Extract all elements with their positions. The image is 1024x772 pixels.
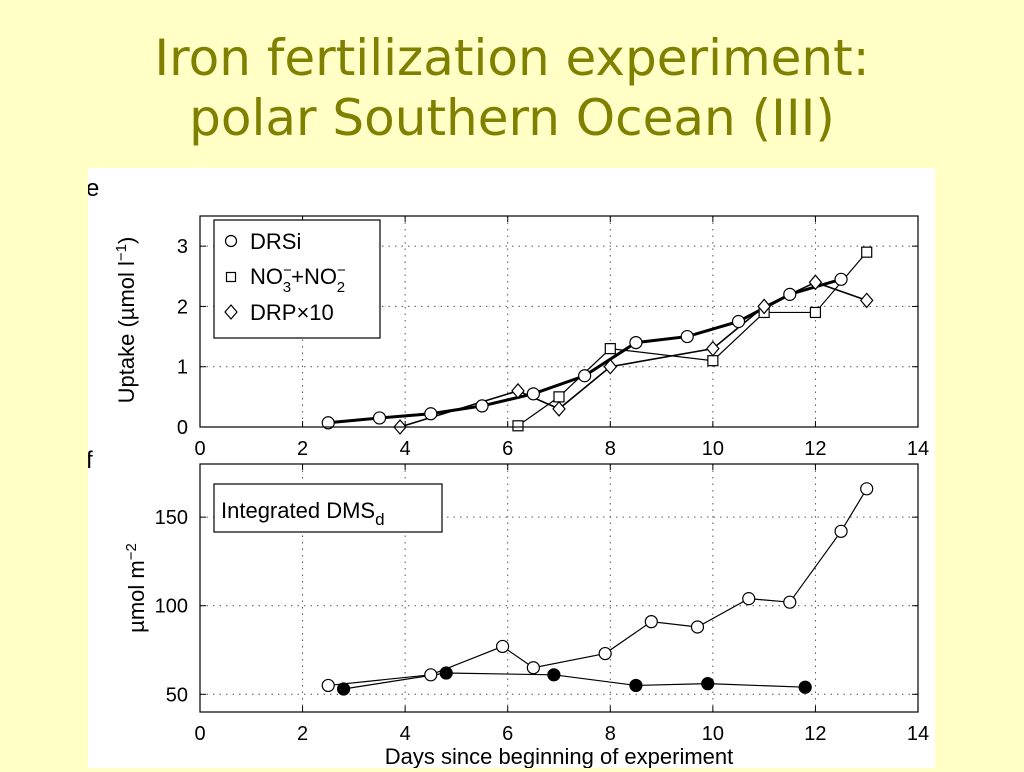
uptake-x-tick-label: 8 (605, 438, 616, 460)
dms-x-tick-label: 0 (194, 723, 205, 745)
uptake-x-tick-label: 12 (804, 438, 826, 460)
uptake-series-1-point (372, 411, 387, 425)
uptake-series-2-point (604, 343, 616, 355)
uptake-series (321, 246, 874, 435)
dms-ticks: 0 2 4 6 8 10 12 14 50 100 150 (155, 464, 929, 745)
uptake-x-tick-label: 0 (194, 438, 205, 460)
dms-x-tick-label: 4 (400, 723, 411, 745)
dms-series-1-point (644, 615, 658, 629)
uptake-axes-box (199, 215, 919, 428)
dms-series-1-point (690, 620, 705, 634)
dms-axes-box (199, 463, 919, 713)
uptake-series-1-point (526, 387, 540, 401)
uptake-series-1-point (475, 399, 489, 413)
dms-series-2-point (439, 666, 453, 680)
uptake-series-2-point (809, 306, 822, 319)
dms-series-1-point (526, 661, 540, 675)
uptake-series-2-point (861, 246, 873, 258)
uptake-y-tick-label: 0 (177, 417, 188, 439)
legend-marker-diamond (224, 304, 238, 320)
uptake-series-1-point (783, 287, 797, 301)
slide-title: Iron fertilization experiment: polar Sou… (0, 28, 1024, 148)
uptake-series-1-point (680, 329, 694, 344)
annotation-box (213, 483, 443, 533)
dms-y-tick-label: 50 (166, 684, 188, 706)
dms-series-1-point (742, 592, 756, 606)
uptake-x-tick-label: 14 (907, 438, 929, 460)
dms-x-tick-label: 12 (804, 723, 826, 745)
uptake-series-2-point (707, 355, 719, 367)
uptake-series-2-point (512, 420, 524, 432)
uptake-series-1-point (834, 272, 848, 286)
panel-label-f: f (88, 447, 93, 474)
dms-x-tick-label: 8 (605, 723, 616, 745)
dms-series (321, 482, 874, 696)
legend-marker-square (225, 271, 237, 283)
uptake-series-1-point (731, 314, 746, 329)
uptake-series-3-point (808, 274, 823, 291)
legend-marker-circle (224, 234, 238, 248)
uptake-series-3-point (603, 358, 618, 375)
uptake-x-tick-label: 10 (702, 438, 724, 460)
dms-grid (200, 464, 918, 712)
uptake-series-1-point (578, 369, 592, 383)
uptake-series-1-point (424, 407, 438, 421)
dms-series-1-point (860, 482, 874, 496)
dms-series-1-point (834, 524, 848, 538)
legend-label-drp: DRP×10 (250, 300, 334, 325)
slide-title-line2: polar Southern Ocean (III) (189, 89, 835, 147)
dms-series-1-point (495, 639, 510, 654)
dms-x-tick-label: 6 (502, 723, 513, 745)
uptake-x-tick-label: 2 (297, 438, 308, 460)
dms-series-1-point (321, 678, 335, 693)
dms-series-1-point (598, 646, 612, 661)
uptake-x-tick-label: 4 (400, 438, 411, 460)
dms-series-2-point (337, 682, 351, 696)
legend-label-nitrate: NO− 3+NO− 2 (250, 262, 346, 296)
dms-plot: 0 2 4 6 8 10 12 14 50 100 150 µmol m−2 Integrated … (123, 463, 929, 769)
legend-label-drsi: DRSi (250, 229, 301, 254)
slide-title-line1: Iron fertilization experiment: (154, 29, 870, 87)
uptake-grid (200, 216, 918, 427)
dms-x-tick-label: 2 (297, 723, 308, 745)
uptake-legend: DRSi NO− 3+NO− 2 DRP×10 (213, 219, 381, 339)
uptake-y-tick-label: 1 (177, 357, 188, 379)
dms-series-1-point (783, 595, 797, 609)
uptake-series-3-point (757, 298, 771, 315)
uptake-series-3-point (859, 292, 874, 309)
figure-panel: e f 0 2 4 6 8 10 12 14 0 1 2 3 Uptake (µmol l−1) DR… (86, 168, 935, 769)
uptake-series-2-point (553, 391, 565, 403)
dms-y-tick-label: 150 (155, 507, 188, 529)
dms-y-tick-label: 100 (155, 596, 188, 618)
dms-series-1-point (424, 668, 438, 682)
dms-series-2-point (798, 680, 812, 694)
dms-y-axis-label: µmol m−2 (123, 543, 149, 633)
dms-series-2-line (343, 672, 806, 690)
uptake-series-3-point (511, 382, 525, 399)
legend-box (213, 219, 381, 339)
dms-x-tick-label: 10 (702, 723, 724, 745)
dms-annotation: Integrated DMSd (213, 483, 443, 533)
x-axis-label: Days since beginning of experiment (385, 744, 734, 768)
dms-series-2-point (629, 678, 643, 693)
dms-series-2-point (547, 668, 561, 682)
uptake-y-tick-label: 3 (177, 236, 188, 258)
uptake-x-tick-label: 6 (502, 438, 513, 460)
uptake-series-3-point (706, 340, 720, 357)
uptake-series-3-point (552, 400, 566, 417)
panel-label-e: e (88, 175, 99, 202)
annotation-text: Integrated DMSd (221, 498, 385, 529)
uptake-series-1-point (629, 336, 643, 350)
uptake-y-axis-label: Uptake (µmol l−1) (113, 237, 139, 404)
dms-series-2-point (701, 677, 715, 691)
uptake-series-1-point (321, 416, 335, 430)
uptake-series-3-line (399, 281, 867, 428)
uptake-y-tick-label: 2 (177, 296, 188, 318)
dms-x-tick-label: 14 (907, 723, 929, 745)
